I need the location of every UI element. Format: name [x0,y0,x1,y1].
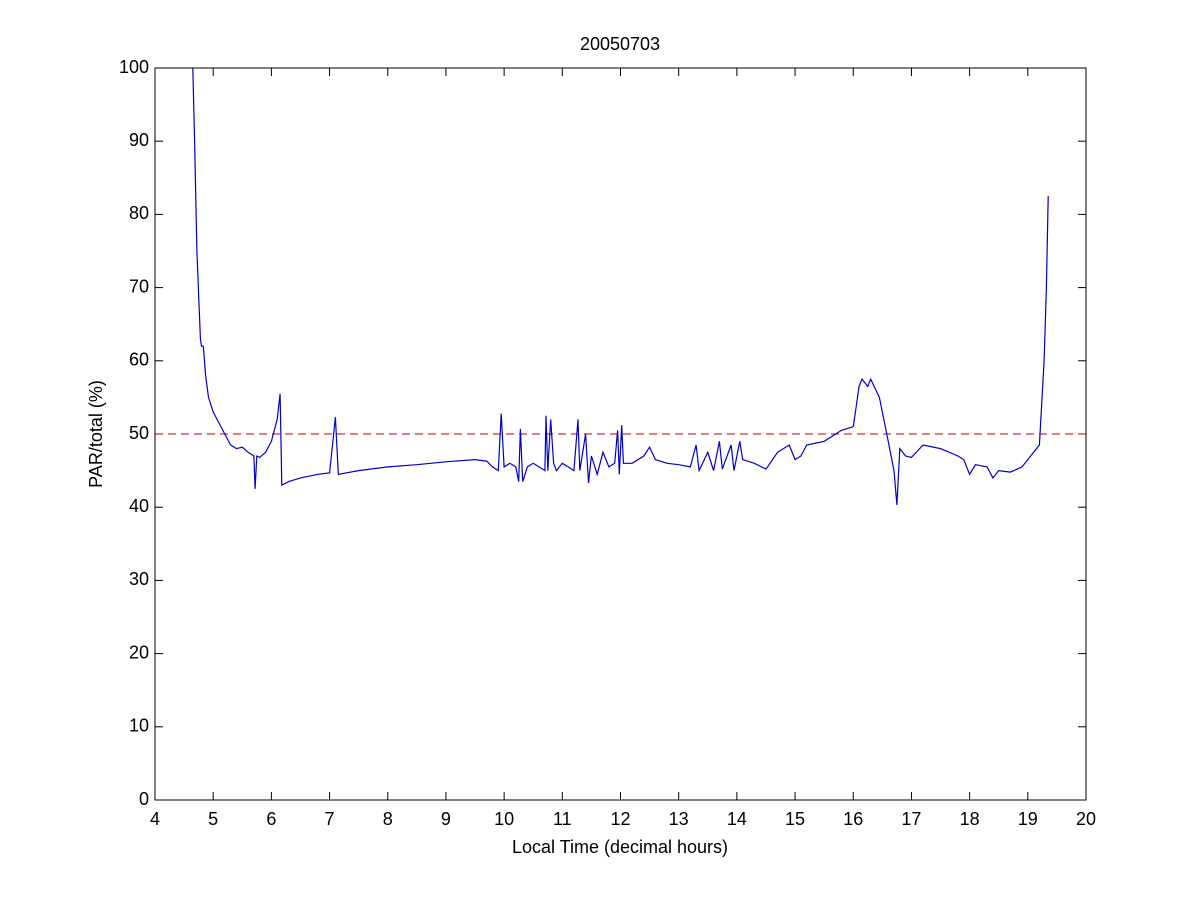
x-tick-label: 4 [150,809,160,829]
x-tick-label: 8 [383,809,393,829]
y-tick-label: 20 [129,642,149,662]
x-tick-label: 11 [553,809,572,829]
y-tick-label: 0 [139,789,149,809]
x-axis-label: Local Time (decimal hours) [512,837,728,857]
x-tick-label: 5 [208,809,218,829]
x-tick-label: 13 [669,809,689,829]
y-tick-label: 30 [129,569,149,589]
x-tick-label: 12 [610,809,630,829]
y-tick-label: 90 [129,130,149,150]
x-tick-label: 20 [1076,809,1096,829]
x-tick-label: 6 [266,809,276,829]
x-tick-label: 16 [843,809,863,829]
x-tick-label: 9 [441,809,451,829]
y-tick-label: 70 [129,276,149,296]
x-tick-label: 17 [901,809,921,829]
y-axis-label: PAR/total (%) [86,380,106,488]
x-tick-label: 7 [325,809,335,829]
plot-frame [154,67,1087,801]
x-tick-label: 19 [1018,809,1038,829]
x-tick-label: 18 [960,809,980,829]
chart-title: 20050703 [580,34,660,54]
x-tick-label: 14 [727,809,747,829]
y-tick-label: 60 [129,350,149,370]
y-tick-label: 50 [129,423,149,443]
x-tick-label: 15 [785,809,805,829]
data-line [192,67,1049,506]
y-tick-label: 100 [119,57,149,77]
y-tick-label: 10 [129,716,149,736]
y-tick-label: 40 [129,496,149,516]
x-tick-label: 10 [494,809,514,829]
y-tick-label: 80 [129,203,149,223]
